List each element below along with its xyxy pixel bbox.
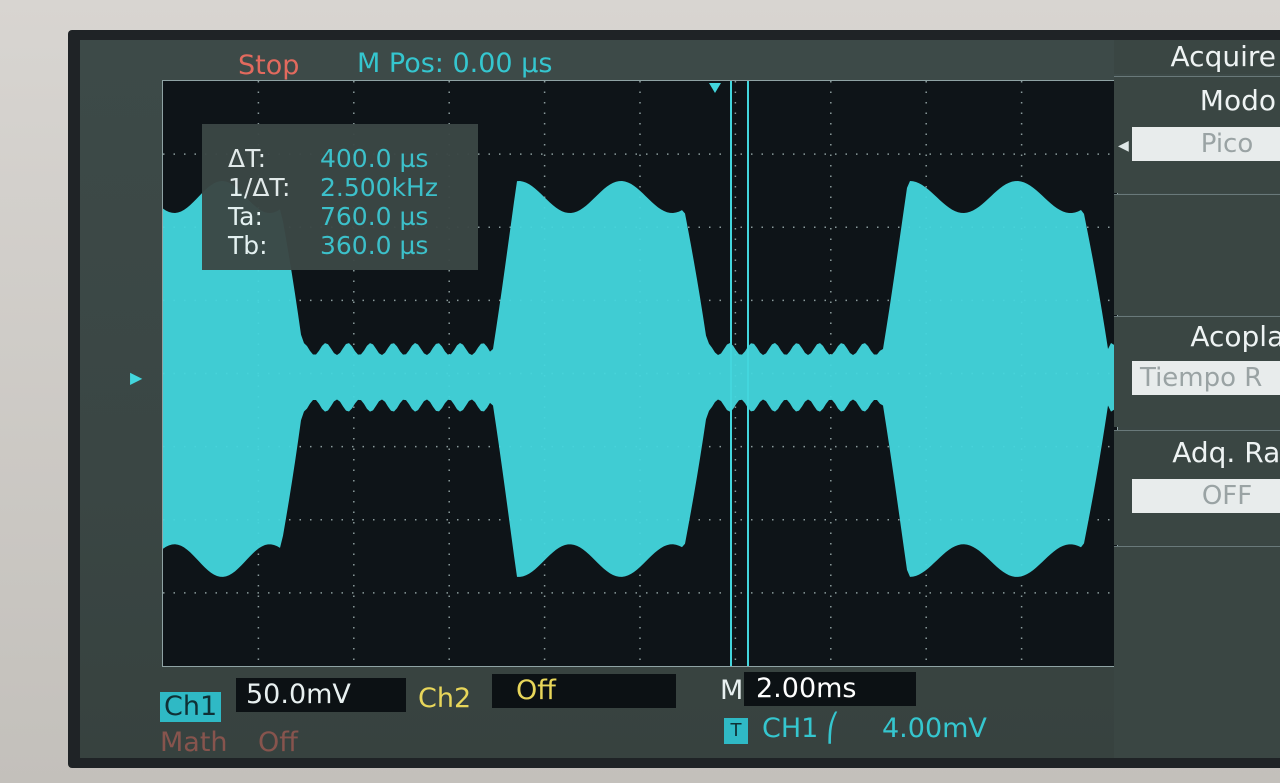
timebase-label: M bbox=[720, 675, 744, 706]
run-state-label: Stop bbox=[238, 50, 300, 81]
inv-delta-t-label: 1/ΔT: bbox=[228, 173, 291, 202]
tb-value: 360.0 µs bbox=[320, 231, 429, 260]
coupling-value[interactable]: Tiempo R bbox=[1132, 361, 1280, 395]
menu-bottom-section bbox=[1114, 546, 1280, 758]
acquire-menu: Acquire Modo ◀ Pico Acoplan Tiempo R Adq… bbox=[1114, 40, 1280, 758]
mode-value[interactable]: Pico bbox=[1132, 127, 1280, 161]
trigger-source: CH1 bbox=[762, 713, 819, 744]
fast-acq-title: Adq. Rap bbox=[1172, 436, 1280, 469]
ch1-ground-marker-icon: ▶ bbox=[130, 368, 143, 387]
trigger-icon: T bbox=[724, 718, 748, 744]
math-label[interactable]: Math bbox=[160, 727, 228, 758]
delta-t-value: 400.0 µs bbox=[320, 144, 429, 173]
delta-t-label: ΔT: bbox=[228, 144, 267, 173]
ch1-scale: 50.0mV bbox=[236, 678, 406, 712]
channel-status-bar: Ch1 50.0mV Ch2 Off M 2.00ms T CH1 ⎛ 4.00… bbox=[80, 670, 1114, 758]
menu-mode-section[interactable]: Modo ◀ Pico bbox=[1114, 76, 1280, 193]
ch1-waveform bbox=[163, 181, 1117, 577]
trigger-position-marker bbox=[709, 83, 721, 93]
menu-header: Acquire bbox=[1114, 40, 1280, 74]
coupling-title: Acoplan bbox=[1190, 320, 1280, 353]
ch2-scale: Off bbox=[492, 674, 676, 708]
menu-fast-acq-section[interactable]: Adq. Rap OFF bbox=[1114, 430, 1280, 545]
oscilloscope-screen: Stop M Pos: 0.00 µs ΔT: 400.0 µs 1/ΔT: 2… bbox=[80, 40, 1280, 758]
timebase-value: 2.00ms bbox=[744, 672, 916, 706]
trigger-level: 4.00mV bbox=[882, 713, 987, 744]
menu-coupling-section[interactable]: Acoplan Tiempo R bbox=[1114, 316, 1280, 427]
m-pos-readout: M Pos: 0.00 µs bbox=[357, 48, 553, 79]
fast-acq-value[interactable]: OFF bbox=[1132, 479, 1280, 513]
tb-label: Tb: bbox=[228, 231, 268, 260]
inv-delta-t-value: 2.500kHz bbox=[320, 173, 438, 202]
ch2-label[interactable]: Ch2 bbox=[418, 683, 472, 714]
math-value: Off bbox=[258, 727, 298, 758]
menu-empty-section bbox=[1114, 194, 1280, 315]
ta-label: Ta: bbox=[228, 202, 263, 231]
mode-title: Modo bbox=[1199, 84, 1276, 117]
rising-edge-icon: ⎛ bbox=[826, 713, 840, 744]
ta-value: 760.0 µs bbox=[320, 202, 429, 231]
ch1-badge[interactable]: Ch1 bbox=[160, 692, 222, 722]
menu-title: Acquire bbox=[1170, 40, 1276, 73]
waveform-svg bbox=[163, 81, 1117, 666]
cursor-measurement-panel: ΔT: 400.0 µs 1/ΔT: 2.500kHz Ta: 760.0 µs… bbox=[202, 124, 478, 270]
left-arrow-icon: ◀ bbox=[1118, 138, 1129, 154]
